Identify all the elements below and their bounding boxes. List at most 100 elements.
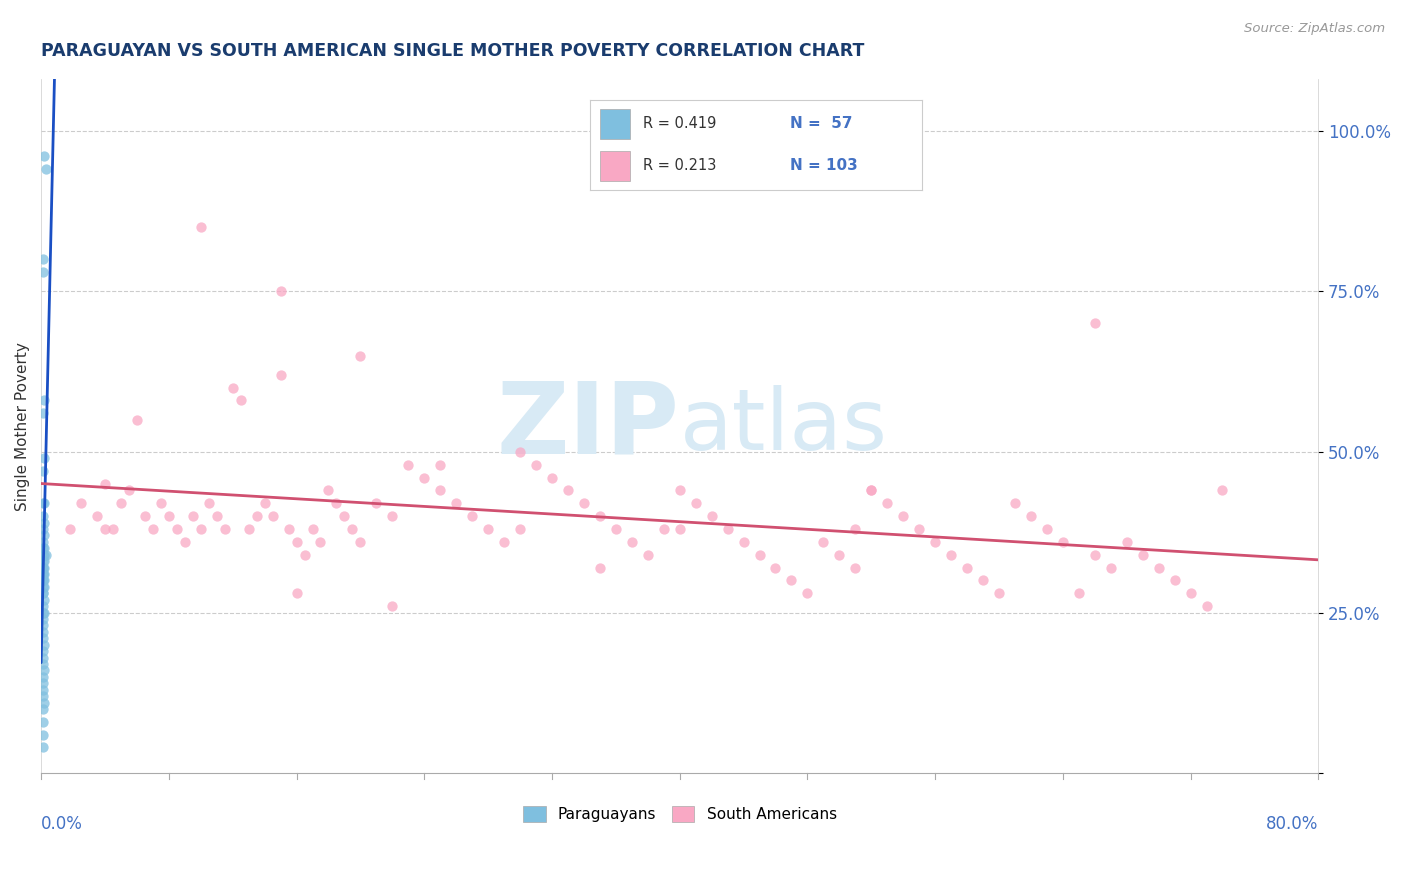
Point (908, 522, 931, 536)
Point (31, 618, 53, 632)
Point (229, 393, 252, 408)
Point (924, 534, 946, 549)
Point (589, 560, 612, 574)
Point (31, 406, 53, 420)
Point (31, 560, 53, 574)
Point (31, 548, 53, 562)
Point (118, 483, 141, 498)
Point (349, 534, 371, 549)
Point (748, 548, 770, 562)
Point (509, 445, 531, 459)
Point (477, 522, 499, 536)
Point (31, 522, 53, 536)
Point (813, 534, 835, 549)
Point (1132, 548, 1154, 562)
Point (34, 548, 56, 562)
Point (668, 522, 690, 536)
Point (262, 509, 284, 524)
Point (31, 599, 53, 614)
Text: ZIP: ZIP (496, 377, 679, 475)
Point (277, 522, 299, 536)
Point (31, 566, 53, 581)
Point (765, 560, 787, 574)
Point (1195, 599, 1218, 614)
Point (86, 509, 108, 524)
Point (31, 714, 53, 729)
Point (461, 509, 484, 524)
Point (700, 509, 723, 524)
Point (31, 580, 53, 594)
Legend: Paraguayans, South Americans: Paraguayans, South Americans (516, 800, 842, 828)
Point (429, 483, 451, 498)
Point (309, 534, 332, 549)
Point (301, 522, 323, 536)
Point (589, 509, 612, 524)
Point (221, 381, 243, 395)
Point (253, 496, 276, 510)
Point (828, 548, 851, 562)
Point (31, 265, 53, 279)
Y-axis label: Single Mother Poverty: Single Mother Poverty (15, 342, 30, 510)
Point (1084, 317, 1107, 331)
Point (270, 368, 292, 382)
Point (285, 534, 308, 549)
Text: Source: ZipAtlas.com: Source: ZipAtlas.com (1244, 22, 1385, 36)
Point (31, 644, 53, 658)
Point (349, 349, 371, 363)
Point (333, 509, 356, 524)
Point (157, 509, 180, 524)
Point (620, 534, 643, 549)
Point (34, 516, 56, 530)
Point (34, 638, 56, 652)
Point (94, 522, 117, 536)
Point (557, 483, 579, 498)
Text: 0.0%: 0.0% (41, 814, 83, 833)
Point (31, 586, 53, 600)
Point (70, 496, 93, 510)
Point (34, 149, 56, 163)
Point (939, 548, 962, 562)
Point (205, 509, 228, 524)
Point (197, 496, 219, 510)
Point (34, 554, 56, 568)
Point (860, 483, 883, 498)
Point (541, 470, 564, 484)
Point (34, 528, 56, 542)
Point (31, 740, 53, 755)
Point (494, 534, 516, 549)
Point (31, 534, 53, 549)
Point (31, 560, 53, 574)
Point (652, 522, 675, 536)
Point (173, 534, 195, 549)
Point (1036, 522, 1059, 536)
Point (1211, 483, 1233, 498)
Point (238, 522, 260, 536)
Point (34, 451, 56, 466)
Point (134, 509, 156, 524)
Point (31, 612, 53, 626)
Point (844, 560, 866, 574)
Point (31, 632, 53, 646)
Point (31, 252, 53, 267)
Point (35, 548, 58, 562)
Point (94, 477, 117, 491)
Point (31, 670, 53, 684)
Point (149, 496, 172, 510)
Point (972, 574, 994, 588)
Point (1115, 534, 1137, 549)
Point (1019, 509, 1042, 524)
Point (31, 586, 53, 600)
Point (31, 509, 53, 524)
Point (31, 702, 53, 716)
Point (444, 496, 467, 510)
Point (59, 522, 82, 536)
Point (31, 541, 53, 556)
Point (34, 592, 56, 607)
Point (1163, 574, 1185, 588)
Point (366, 496, 388, 510)
Point (214, 522, 236, 536)
Point (325, 496, 347, 510)
Point (342, 522, 364, 536)
Point (34, 574, 56, 588)
Point (796, 586, 818, 600)
